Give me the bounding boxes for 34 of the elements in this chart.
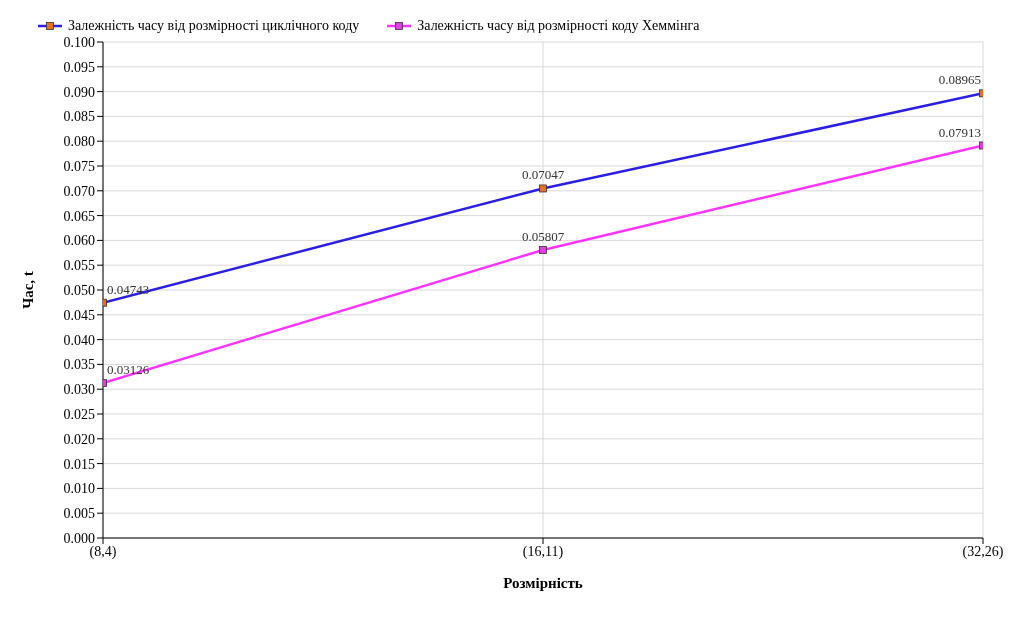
y-tick-label: 0.025 (63, 406, 95, 422)
data-label: 0.07913 (938, 124, 981, 140)
y-tick-label: 0.095 (63, 59, 95, 75)
data-label: 0.07047 (521, 167, 565, 183)
x-tick-label: (16,11) (522, 543, 564, 560)
x-axis-title: Розмірність (503, 575, 583, 591)
y-tick-label: 0.010 (63, 481, 95, 497)
y-tick-label: 0.090 (63, 84, 95, 100)
x-tick-label: (32,26) (962, 543, 1004, 560)
y-tick-label: 0.085 (63, 109, 95, 125)
legend-label: Залежність часу від розмірності циклічного коду (67, 18, 360, 34)
y-tick-label: 0.075 (63, 158, 95, 174)
y-tick-label: 0.040 (63, 332, 95, 348)
y-tick-label: 0.060 (63, 233, 95, 249)
y-tick-label: 0.045 (63, 307, 95, 323)
y-tick-label: 0.055 (63, 258, 95, 274)
data-label: 0.08965 (938, 72, 981, 88)
y-tick-label: 0.030 (63, 382, 95, 398)
y-tick-label: 0.070 (63, 183, 95, 199)
y-tick-label: 0.000 (63, 530, 95, 546)
y-axis-title: Час, t (20, 271, 37, 309)
data-label: 0.05807 (521, 228, 565, 244)
data-label: 0.04743 (107, 281, 150, 297)
legend-label: Залежність часу від розмірності коду Хеммінга (416, 18, 700, 34)
y-tick-label: 0.015 (63, 456, 95, 472)
data-label: 0.03126 (107, 361, 150, 377)
y-tick-label: 0.035 (63, 357, 95, 373)
y-tick-label: 0.065 (63, 208, 95, 224)
y-tick-label: 0.050 (63, 282, 95, 298)
y-tick-label: 0.005 (63, 506, 95, 522)
x-tick-label: (8,4) (89, 543, 117, 560)
y-tick-label: 0.100 (63, 34, 95, 50)
y-tick-label: 0.080 (63, 134, 95, 150)
y-tick-label: 0.020 (63, 431, 95, 447)
